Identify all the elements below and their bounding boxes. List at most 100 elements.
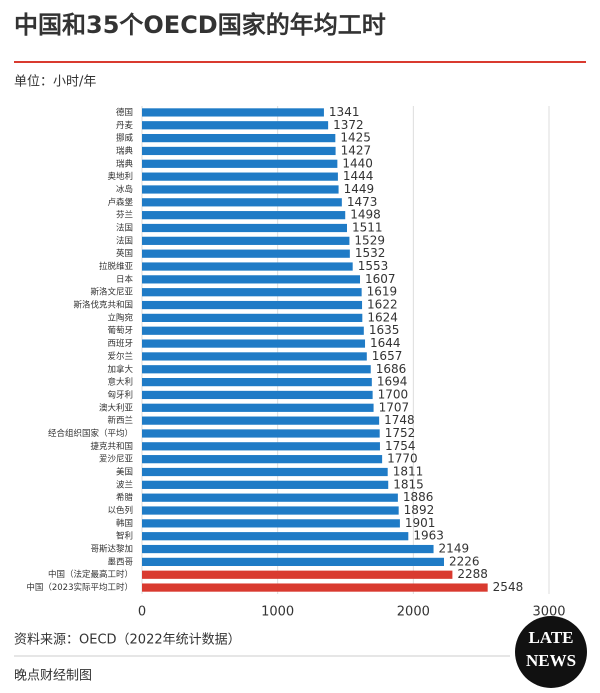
value-label: 1644 xyxy=(370,336,401,350)
value-label: 2149 xyxy=(439,542,470,556)
value-label: 1440 xyxy=(342,156,373,170)
chart-title: 中国和35个OECD国家的年均工时 xyxy=(14,11,386,39)
bar xyxy=(142,262,353,271)
value-label: 2226 xyxy=(449,554,480,568)
value-label: 1770 xyxy=(387,452,418,466)
bar xyxy=(142,146,336,156)
y-tick-label: 智利 xyxy=(116,531,133,542)
bar xyxy=(142,493,398,502)
y-tick-label: 匈牙利 xyxy=(107,389,133,400)
bar xyxy=(142,198,342,207)
bar xyxy=(142,223,347,233)
bar xyxy=(142,429,380,438)
value-label: 1686 xyxy=(376,362,407,376)
bar xyxy=(142,416,380,425)
y-tick-label: 波兰 xyxy=(116,479,133,490)
x-tick-label: 2000 xyxy=(397,605,430,620)
bar xyxy=(142,288,362,297)
value-label: 2548 xyxy=(493,580,524,594)
credit: 晚点财经制图 xyxy=(14,669,92,684)
bar xyxy=(142,557,444,567)
bar xyxy=(142,313,363,323)
y-tick-label: 卢森堡 xyxy=(107,197,133,208)
bar xyxy=(142,275,361,284)
bar xyxy=(142,403,374,412)
bar xyxy=(142,108,324,117)
y-tick-label: 爱沙尼亚 xyxy=(99,455,134,465)
y-tick-label: 新西兰 xyxy=(107,415,133,426)
bar xyxy=(142,159,338,168)
y-tick-label: 葡萄牙 xyxy=(107,325,133,336)
y-tick-label: 墨西哥 xyxy=(107,557,133,567)
x-tick-label: 3000 xyxy=(532,605,565,620)
bar xyxy=(142,339,366,348)
x-tick-label: 0 xyxy=(138,605,146,620)
bar xyxy=(142,352,367,361)
logo-text: LATE xyxy=(528,628,573,647)
value-label: 1892 xyxy=(404,503,435,517)
bar xyxy=(142,519,400,528)
value-label: 1532 xyxy=(355,246,386,260)
value-label: 2288 xyxy=(457,567,488,581)
bar xyxy=(142,390,373,400)
value-label: 1425 xyxy=(340,131,371,145)
value-label: 1341 xyxy=(329,105,360,119)
y-tick-label: 爱尔兰 xyxy=(107,351,133,362)
value-label: 1815 xyxy=(393,477,424,491)
value-label: 1553 xyxy=(358,259,389,273)
value-label: 1901 xyxy=(405,516,436,530)
y-tick-label: 韩国 xyxy=(116,518,133,529)
value-label: 1511 xyxy=(352,221,383,235)
bar xyxy=(142,442,380,451)
bar xyxy=(142,300,363,310)
bar xyxy=(142,185,339,194)
bar xyxy=(142,532,409,541)
y-tick-label: 日本 xyxy=(116,274,134,285)
y-tick-label: 法国 xyxy=(116,235,133,246)
y-tick-label: 英国 xyxy=(116,248,133,259)
bar xyxy=(142,236,350,245)
y-tick-label: 斯洛文尼亚 xyxy=(90,287,133,298)
y-tick-label: 瑞典 xyxy=(116,145,134,156)
bar xyxy=(142,133,336,143)
y-tick-label: 立陶宛 xyxy=(107,312,133,323)
bar xyxy=(142,172,338,181)
value-label: 1700 xyxy=(378,387,409,401)
y-tick-label: 哥斯达黎加 xyxy=(90,544,133,555)
y-tick-label: 斯洛伐克共和国 xyxy=(73,300,133,311)
y-tick-label: 中国（法定最高工时） xyxy=(48,569,133,580)
y-tick-label: 经合组织国家（平均） xyxy=(48,428,133,439)
y-tick-label: 意大利 xyxy=(107,377,133,388)
value-label: 1473 xyxy=(347,195,378,209)
y-tick-label: 拉脱维亚 xyxy=(99,261,134,272)
y-tick-label: 希腊 xyxy=(116,492,134,503)
y-tick-label: 芬兰 xyxy=(116,210,133,221)
bar xyxy=(142,455,383,464)
y-tick-label: 以色列 xyxy=(107,505,133,516)
bar xyxy=(142,211,346,220)
bar xyxy=(142,480,389,489)
bar xyxy=(142,249,350,258)
y-tick-label: 奥地利 xyxy=(107,171,133,182)
value-label: 1748 xyxy=(384,413,415,427)
value-label: 1694 xyxy=(377,375,408,389)
y-tick-label: 瑞典 xyxy=(116,158,134,169)
value-label: 1963 xyxy=(413,529,444,543)
logo-badge xyxy=(515,616,587,688)
y-tick-label: 捷克共和国 xyxy=(90,441,133,452)
value-label: 1622 xyxy=(367,298,398,312)
y-tick-label: 法国 xyxy=(116,223,133,234)
bar xyxy=(142,506,399,515)
y-tick-label: 挪威 xyxy=(116,133,134,144)
value-label: 1498 xyxy=(350,208,381,222)
y-tick-label: 冰岛 xyxy=(116,184,133,195)
bar xyxy=(142,326,364,335)
value-label: 1754 xyxy=(385,439,416,453)
value-label: 1607 xyxy=(365,272,396,286)
value-label: 1372 xyxy=(333,118,364,132)
value-label: 1624 xyxy=(367,310,398,324)
y-tick-label: 中国（2023实际平均工时） xyxy=(26,582,133,593)
bar xyxy=(142,365,371,374)
value-label: 1657 xyxy=(372,349,403,363)
